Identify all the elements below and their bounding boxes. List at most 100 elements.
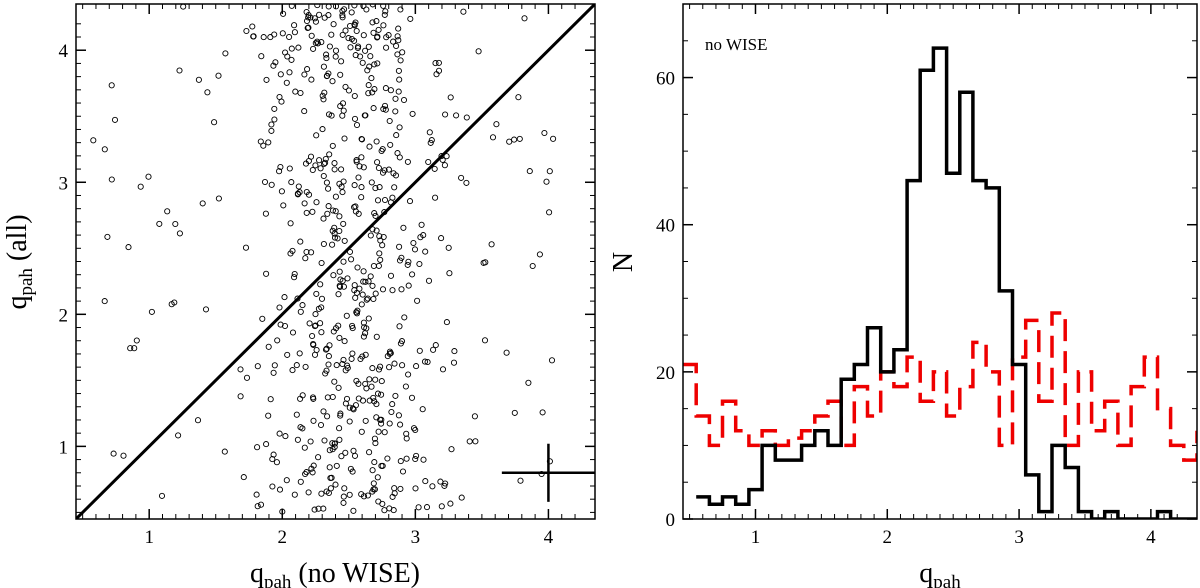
scatter-point [415,504,422,511]
scatter-point [308,76,315,83]
scatter-point [367,53,374,60]
scatter-point [409,271,416,278]
scatter-point [257,501,265,508]
scatter-point [337,71,344,78]
scatter-point [373,333,380,340]
scatter-point [294,436,301,443]
scatter-point [413,363,420,370]
scatter-point [412,426,419,434]
scatter-point [120,452,127,459]
scatter-point [422,248,429,255]
scatter-point [336,282,343,289]
scatter-point [294,191,301,198]
scatter-point [240,474,247,481]
scatter-point [422,478,429,485]
scatter-point [405,282,412,289]
scatter-point [278,188,285,195]
scatter-point [331,166,338,173]
scatter-point [419,406,426,413]
scatter-points [90,4,557,515]
scatter-point [371,210,378,217]
scatter-point [413,452,420,459]
scatter-point [309,469,316,476]
scatter-point [301,71,308,78]
scatter-point [365,43,372,50]
scatter-point [358,135,365,143]
scatter-point [381,11,388,18]
scatter-point [303,469,310,476]
histogram-y-tick-label: 0 [666,510,676,531]
scatter-point [336,227,343,235]
scatter-point [332,193,339,200]
scatter-point [90,137,97,144]
scatter-point [313,290,320,297]
scatter-point [550,135,557,142]
scatter-point [260,34,267,41]
scatter-point [320,63,327,70]
scatter-point [375,366,383,373]
scatter-point [329,78,336,85]
scatter-point [277,163,284,171]
scatter-point [448,446,455,453]
scatter-point [332,47,340,54]
scatter-point [265,343,272,350]
scatter-point [158,492,166,499]
scatter-point [378,462,385,469]
scatter-point [425,277,433,284]
scatter-point [366,143,373,150]
scatter-point [374,33,381,40]
scatter-point [276,430,283,437]
scatter-point [304,24,311,32]
scatter-point [380,22,387,29]
scatter-point [386,364,393,371]
scatter-point [389,401,396,408]
scatter-point [353,309,360,316]
scatter-point [365,315,372,322]
histogram-x-tick-label: 2 [883,527,893,548]
scatter-point [145,173,152,180]
scatter-point [237,393,244,400]
scatter-point [291,29,298,36]
scatter-point [279,30,286,37]
scatter-point [372,212,379,219]
scatter-point [420,232,427,239]
scatter-point [324,413,331,420]
scatter-point [368,75,375,82]
scatter-point [280,202,287,209]
scatter-point [137,183,144,190]
scatter-point [296,350,303,357]
scatter-point [370,29,377,36]
scatter-point [375,26,382,33]
scatter-point [403,430,410,437]
scatter-point [369,89,376,96]
scatter-point [378,416,385,423]
scatter-point [322,370,329,377]
scatter-point [460,8,467,15]
scatter-point [352,402,359,409]
scatter-point [301,444,308,451]
scatter-point [215,195,222,202]
scatter-y-tick-label: 3 [59,173,69,194]
scatter-point [351,452,359,459]
scatter-point [398,286,405,293]
scatter-point [442,480,449,487]
scatter-point [466,438,473,445]
scatter-point [346,404,353,411]
scatter-point [336,425,343,432]
scatter-point [340,107,347,114]
scatter-point [331,234,339,241]
scatter-point [344,362,351,369]
scatter-point [411,246,419,253]
scatter-point [363,6,370,13]
scatter-point [282,49,289,56]
scatter-point [399,362,406,369]
scatter-point [271,362,278,369]
scatter-point [148,308,155,315]
scatter-point [110,450,117,457]
scatter-point [391,184,398,191]
scatter-point [451,348,458,355]
scatter-point [360,32,367,39]
scatter-point [329,227,336,234]
scatter-point [335,384,342,391]
scatter-point [259,315,266,322]
